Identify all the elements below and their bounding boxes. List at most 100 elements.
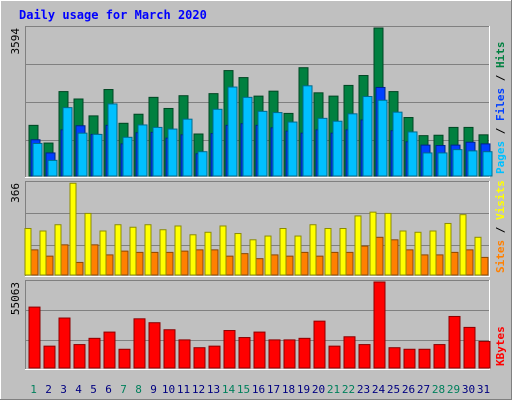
bar-kbytes-day-31 bbox=[478, 340, 491, 369]
bar-sites-day-15 bbox=[234, 233, 242, 276]
day-label-10: 10 bbox=[162, 383, 175, 396]
bar-kbytes-day-21 bbox=[328, 345, 341, 369]
bar-sites-day-16 bbox=[249, 239, 257, 276]
panel-hits-files-pages: 3594 Pages / Files / Hits bbox=[9, 26, 507, 178]
bar-sites-day-27 bbox=[414, 231, 422, 276]
bar-sites-day-3 bbox=[54, 224, 62, 276]
bar-pages-day-29 bbox=[452, 149, 463, 177]
legend-pages: Pages bbox=[494, 141, 507, 174]
bar-pages-day-26 bbox=[407, 131, 418, 177]
bar-sites-day-20 bbox=[309, 224, 317, 276]
legend-separator: / bbox=[494, 121, 507, 141]
bar-sites-day-13 bbox=[204, 231, 212, 276]
bar-pages-day-23 bbox=[362, 96, 373, 177]
bar-kbytes-day-5 bbox=[88, 337, 101, 369]
day-label-7: 7 bbox=[120, 383, 127, 396]
day-label-24: 24 bbox=[372, 383, 386, 396]
bar-sites-day-6 bbox=[99, 230, 107, 276]
day-label-15: 15 bbox=[237, 383, 250, 396]
legend-separator: / bbox=[494, 220, 507, 240]
bar-kbytes-day-4 bbox=[73, 344, 86, 369]
bar-pages-day-19 bbox=[302, 85, 313, 177]
max-label-hits-files-pages: 3594 bbox=[9, 28, 22, 55]
bar-pages-day-20 bbox=[317, 117, 328, 177]
bar-kbytes-day-12 bbox=[193, 347, 206, 369]
bar-pages-day-5 bbox=[92, 133, 103, 177]
bar-sites-day-17 bbox=[264, 235, 272, 276]
bar-pages-day-1 bbox=[32, 142, 43, 177]
day-label-3: 3 bbox=[60, 383, 67, 396]
day-label-22: 22 bbox=[342, 383, 355, 396]
day-label-21: 21 bbox=[327, 383, 340, 396]
bar-kbytes-day-23 bbox=[358, 344, 371, 369]
bar-pages-day-3 bbox=[62, 107, 73, 177]
bar-sites-day-23 bbox=[354, 215, 362, 276]
day-label-11: 11 bbox=[177, 383, 190, 396]
day-label-6: 6 bbox=[105, 383, 112, 396]
day-label-14: 14 bbox=[222, 383, 236, 396]
day-label-2: 2 bbox=[45, 383, 52, 396]
bar-sites-day-11 bbox=[174, 225, 182, 276]
bar-kbytes-day-16 bbox=[253, 331, 266, 369]
bar-pages-day-2 bbox=[47, 159, 58, 177]
bar-kbytes-day-13 bbox=[208, 345, 221, 369]
max-label-visits-sites: 366 bbox=[9, 183, 22, 203]
bar-sites-day-29 bbox=[444, 222, 452, 276]
bar-sites-day-1 bbox=[24, 227, 32, 276]
day-label-5: 5 bbox=[90, 383, 97, 396]
day-label-27: 27 bbox=[417, 383, 430, 396]
bar-sites-day-26 bbox=[399, 230, 407, 276]
legend-visits-sites: Sites / Visits bbox=[494, 180, 507, 273]
bar-sites-day-24 bbox=[369, 211, 377, 276]
day-label-17: 17 bbox=[267, 383, 280, 396]
bar-kbytes-day-18 bbox=[283, 339, 296, 369]
bar-sites-day-21 bbox=[324, 227, 332, 276]
bar-sites-day-19 bbox=[294, 235, 302, 276]
day-label-25: 25 bbox=[387, 383, 400, 396]
day-label-19: 19 bbox=[297, 383, 310, 396]
bar-kbytes-day-7 bbox=[118, 348, 131, 369]
day-label-23: 23 bbox=[357, 383, 370, 396]
panel-visits-sites: 366 Sites / Visits bbox=[9, 180, 507, 277]
bar-kbytes-day-30 bbox=[463, 326, 476, 369]
bar-pages-day-17 bbox=[272, 112, 283, 177]
bar-pages-day-27 bbox=[422, 152, 433, 177]
bar-kbytes-day-28 bbox=[433, 344, 446, 369]
bar-sites-day-25 bbox=[384, 212, 392, 276]
bar-kbytes-day-10 bbox=[163, 329, 176, 369]
bar-sites-day-28 bbox=[429, 230, 437, 276]
day-label-16: 16 bbox=[252, 383, 265, 396]
bar-kbytes-day-14 bbox=[223, 330, 236, 369]
bar-sites-day-5 bbox=[84, 212, 92, 276]
bar-kbytes-day-24 bbox=[373, 281, 386, 369]
day-label-31: 31 bbox=[477, 383, 490, 396]
bar-pages-day-14 bbox=[227, 86, 238, 177]
bar-pages-day-18 bbox=[287, 121, 298, 177]
day-label-29: 29 bbox=[447, 383, 460, 396]
day-label-18: 18 bbox=[282, 383, 295, 396]
day-label-12: 12 bbox=[192, 383, 205, 396]
day-label-1: 1 bbox=[30, 383, 37, 396]
bar-sites-day-30 bbox=[459, 214, 467, 276]
chart-panels: 3594 Pages / Files / Hits 366 Sites / Visit… bbox=[9, 26, 507, 370]
bar-pages-day-16 bbox=[257, 110, 268, 177]
legend-hits: Hits bbox=[494, 42, 507, 69]
bar-kbytes-day-27 bbox=[418, 348, 431, 369]
bar-kbytes-day-2 bbox=[43, 345, 56, 369]
bar-pages-day-22 bbox=[347, 113, 358, 177]
bar-sites-day-22 bbox=[339, 227, 347, 276]
bar-kbytes-day-11 bbox=[178, 339, 191, 369]
bar-sites-day-7 bbox=[114, 224, 122, 276]
legend-visits: Visits bbox=[494, 180, 507, 220]
bar-pages-day-4 bbox=[77, 132, 88, 177]
bar-kbytes-day-25 bbox=[388, 347, 401, 369]
day-label-13: 13 bbox=[207, 383, 220, 396]
bar-pages-day-7 bbox=[122, 136, 133, 177]
bar-sites-day-4 bbox=[69, 182, 77, 276]
bar-pages-day-11 bbox=[182, 118, 193, 177]
bar-sites-day-31 bbox=[474, 236, 482, 276]
bar-pages-day-24 bbox=[377, 99, 388, 177]
bar-kbytes-day-22 bbox=[343, 336, 356, 369]
chart-title: Daily usage for March 2020 bbox=[19, 8, 207, 22]
